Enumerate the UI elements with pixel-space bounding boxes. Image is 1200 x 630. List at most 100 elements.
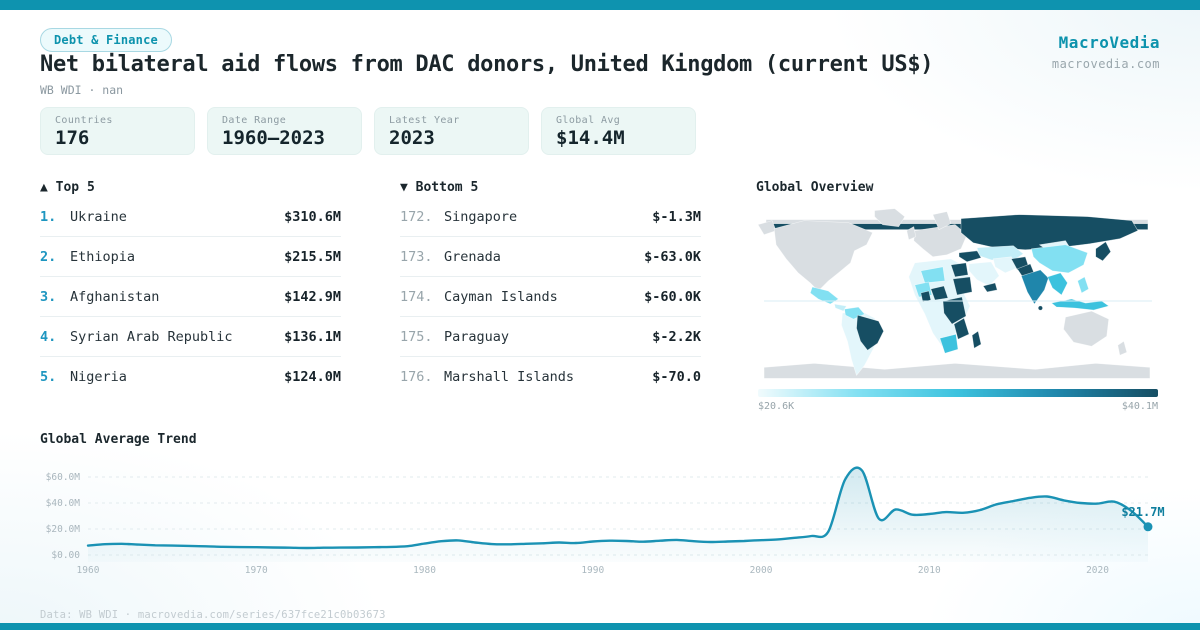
country-name: Singapore xyxy=(444,208,518,225)
map-region-new-zealand xyxy=(1117,340,1128,356)
map-region-scandinavia xyxy=(932,211,952,230)
map-region-nigeria xyxy=(930,285,949,301)
trend-end-label: $21.7M xyxy=(1121,505,1164,519)
map-region-australia xyxy=(1063,310,1110,347)
country-value: $124.0M xyxy=(284,369,341,385)
list-item: 4. Syrian Arab Republic $136.1M xyxy=(40,317,341,357)
stat-label: Countries xyxy=(55,115,113,126)
map-region-china xyxy=(1031,244,1088,274)
map-region-japan xyxy=(1095,241,1112,262)
stat-card-global-avg: Global Avg $14.4M xyxy=(541,107,696,155)
legend-max-label: $40.1M xyxy=(1121,401,1158,412)
svg-text:1980: 1980 xyxy=(413,565,436,576)
stats-row: Countries 176 Date Range 1960—2023 Lates… xyxy=(40,107,696,155)
trend-title: Global Average Trend xyxy=(40,432,197,447)
svg-text:$0.00: $0.00 xyxy=(51,550,80,561)
map-region-se-asia xyxy=(1047,272,1068,296)
stat-label: Global Avg xyxy=(556,115,621,126)
brand-block: MacroVedia macrovedia.com xyxy=(1052,33,1160,71)
stat-label: Latest Year xyxy=(389,115,460,126)
top5-list: ▲ Top 5 1. Ukraine $310.6M 2. Ethiopia $… xyxy=(40,180,341,397)
list-item: 1. Ukraine $310.6M xyxy=(40,197,341,237)
svg-text:$20.0M: $20.0M xyxy=(46,524,81,535)
map-region-yemen xyxy=(982,282,998,293)
rank: 2. xyxy=(40,248,57,265)
down-triangle-icon: ▼ xyxy=(400,180,408,195)
list-item: 175. Paraguay $-2.2K xyxy=(400,317,701,357)
source-subtitle: WB WDI · nan xyxy=(40,83,124,97)
trend-line xyxy=(86,466,1150,550)
global-overview-section: Global Overview xyxy=(756,180,1160,412)
trend-end-dot xyxy=(1143,522,1153,532)
rank: 175. xyxy=(400,328,433,345)
map-region-philippines xyxy=(1077,276,1089,294)
country-name: Ukraine xyxy=(70,208,127,225)
map-region-iran xyxy=(992,256,1018,274)
country-value: $136.1M xyxy=(284,328,341,345)
map-region-antarctica xyxy=(763,363,1151,379)
legend-min-label: $20.6K xyxy=(758,401,795,412)
country-name: Afghanistan xyxy=(70,288,160,305)
map-region-europe xyxy=(913,224,968,258)
country-name: Ethiopia xyxy=(70,248,136,265)
stat-value: $14.4M xyxy=(556,127,625,149)
rank: 173. xyxy=(400,248,433,265)
stat-card-countries: Countries 176 xyxy=(40,107,195,155)
top5-title: Top 5 xyxy=(55,180,95,195)
trend-chart: $21.7M $60.0M $40.0M $20.0M $0.00 1960 1970 1… xyxy=(46,466,1165,576)
brand-name: MacroVedia xyxy=(1058,33,1160,52)
svg-text:1960: 1960 xyxy=(77,565,100,576)
trend-y-axis-labels: $60.0M $40.0M $20.0M $0.00 xyxy=(46,472,81,561)
map-region-ghana xyxy=(920,290,932,303)
map-region-central-america xyxy=(834,303,847,312)
svg-text:$60.0M: $60.0M xyxy=(46,472,81,483)
map-region-madagascar xyxy=(971,330,982,349)
trend-x-axis-labels: 1960 1970 1980 1990 2000 2010 2020 xyxy=(77,565,1110,576)
rank: 3. xyxy=(40,288,57,305)
country-value: $310.6M xyxy=(284,208,341,225)
map-region-greenland xyxy=(874,208,906,227)
stat-card-latest-year: Latest Year 2023 xyxy=(374,107,529,155)
map-region-uk xyxy=(906,226,917,241)
svg-text:2010: 2010 xyxy=(918,565,941,576)
rank: 5. xyxy=(40,369,57,385)
country-value: $142.9M xyxy=(284,288,341,305)
trend-section: Global Average Trend $21.7M $60.0M $40.0M… xyxy=(38,432,1188,588)
category-badge: Debt & Finance xyxy=(40,28,172,52)
map-title: Global Overview xyxy=(756,180,874,195)
country-value: $-70.0 xyxy=(652,369,701,385)
map-region-mexico xyxy=(809,286,839,305)
rank: 4. xyxy=(40,328,57,345)
map-region-sudan-ethiopia xyxy=(952,276,973,296)
list-item: 172. Singapore $-1.3M xyxy=(400,197,701,237)
world-map xyxy=(757,208,1152,379)
list-item: 3. Afghanistan $142.9M xyxy=(40,277,341,317)
bottom5-list: ▼ Bottom 5 172. Singapore $-1.3M 173. Gr… xyxy=(400,180,701,397)
trend-area-fill xyxy=(88,467,1148,562)
country-name: Cayman Islands xyxy=(444,288,558,305)
map-region-turkey xyxy=(958,250,982,263)
country-name: Grenada xyxy=(444,248,501,265)
bottom5-title: Bottom 5 xyxy=(415,180,479,195)
map-color-legend xyxy=(758,389,1158,397)
up-triangle-icon: ▲ xyxy=(40,180,48,195)
rank: 176. xyxy=(400,369,433,385)
stat-label: Date Range xyxy=(222,115,287,126)
map-region-egypt xyxy=(950,262,969,278)
map-region-drc xyxy=(942,296,967,325)
top5-header: ▲ Top 5 xyxy=(40,180,341,197)
map-region-sri-lanka xyxy=(1037,305,1043,311)
map-region-brazil xyxy=(856,314,884,351)
list-item: 5. Nigeria $124.0M xyxy=(40,357,341,397)
map-region-indonesia xyxy=(1051,298,1110,311)
country-name: Marshall Islands xyxy=(444,369,575,385)
list-item: 174. Cayman Islands $-60.0K xyxy=(400,277,701,317)
bottom5-header: ▼ Bottom 5 xyxy=(400,180,701,197)
page-title: Net bilateral aid flows from DAC donors,… xyxy=(40,52,934,77)
svg-text:$40.0M: $40.0M xyxy=(46,498,81,509)
map-region-mozambique xyxy=(953,317,970,340)
stat-value: 1960—2023 xyxy=(222,127,325,149)
country-name: Syrian Arab Republic xyxy=(70,328,233,345)
brand-domain: macrovedia.com xyxy=(1051,57,1160,71)
